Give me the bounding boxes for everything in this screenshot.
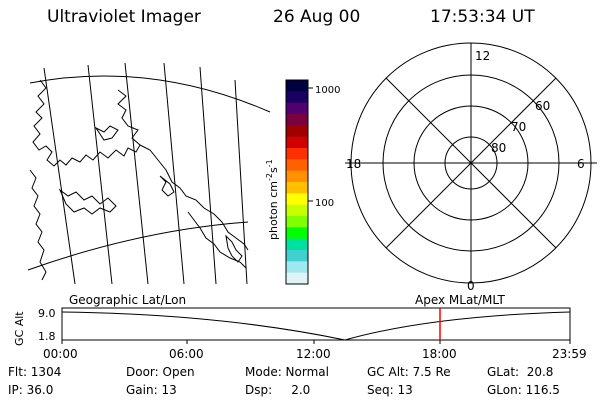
coastline bbox=[32, 79, 141, 167]
coastline bbox=[94, 125, 119, 141]
latitude-line bbox=[27, 221, 249, 271]
polar-axis-diagonal bbox=[385, 77, 557, 249]
lat-label-60: 60 bbox=[535, 99, 550, 113]
color-bar: 1000 100 photon cm-2s-1 bbox=[265, 79, 340, 285]
gain-value: Gain: 13 bbox=[126, 383, 177, 397]
gc-altitude: GC Alt: 7.5 Re bbox=[367, 365, 451, 379]
color-bar-strip bbox=[286, 261, 308, 274]
lat-label-70: 70 bbox=[511, 120, 526, 134]
longitude-line bbox=[43, 67, 76, 285]
altitude-timeline: Geographic Lat/Lon Apex MLat/MLT 9.0 1.8… bbox=[13, 293, 571, 346]
color-bar-strip bbox=[286, 125, 308, 138]
observation-time: 17:53:34 UT bbox=[430, 7, 535, 27]
color-bar-strip bbox=[286, 250, 308, 262]
timeline-xtick-label: 18:00 bbox=[422, 347, 457, 361]
coastline bbox=[139, 144, 249, 251]
integration-period: IP: 36.0 bbox=[8, 383, 54, 397]
timeline-xtick-label: 23:59 bbox=[552, 347, 587, 361]
timeline-frame bbox=[61, 307, 571, 341]
color-bar-strip bbox=[286, 91, 308, 104]
color-bar-tick-label: 100 bbox=[315, 198, 334, 209]
geographic-map bbox=[27, 62, 271, 285]
longitude-line bbox=[163, 62, 185, 285]
geographic-longitude: GLon: 116.5 bbox=[487, 383, 560, 397]
timeline-left-label: Geographic Lat/Lon bbox=[69, 293, 186, 307]
coastline bbox=[159, 175, 175, 197]
instrument-title: Ultraviolet Imager bbox=[47, 7, 201, 27]
color-bar-strip bbox=[286, 182, 308, 194]
color-bar-strip bbox=[286, 272, 308, 285]
color-bar-strip bbox=[286, 102, 308, 115]
mode-value: Mode: Normal bbox=[245, 365, 329, 379]
altitude-curve bbox=[61, 311, 571, 341]
sequence-value: Seq: 13 bbox=[367, 383, 413, 397]
longitude-line bbox=[234, 79, 248, 285]
geographic-latitude: GLat: 20.8 bbox=[487, 365, 554, 379]
coastline bbox=[29, 169, 47, 281]
timeline-xtick-label: 12:00 bbox=[296, 347, 331, 361]
longitude-line bbox=[199, 66, 217, 285]
color-bar-tick-label: 1000 bbox=[315, 85, 340, 96]
timeline-xtick-label: 06:00 bbox=[169, 347, 204, 361]
mlt-label-0: 0 bbox=[467, 279, 475, 293]
mlt-label-18: 18 bbox=[346, 157, 361, 171]
polar-plot bbox=[345, 42, 597, 284]
coastline bbox=[225, 234, 243, 263]
display-value: Dsp: 2.0 bbox=[245, 383, 311, 397]
mlt-label-6: 6 bbox=[577, 157, 585, 171]
lat-label-80: 80 bbox=[491, 141, 506, 155]
color-bar-strip bbox=[286, 170, 308, 183]
timeline-ytick-bottom: 1.8 bbox=[38, 330, 56, 343]
timeline-ytick-top: 9.0 bbox=[38, 307, 56, 320]
flight-number: Flt: 1304 bbox=[8, 365, 62, 379]
latitude-line bbox=[29, 75, 271, 113]
timeline-xtick-label: 00:00 bbox=[43, 347, 78, 361]
color-bar-strip bbox=[286, 204, 308, 217]
color-bar-strip bbox=[286, 114, 308, 126]
color-bar-strip bbox=[286, 227, 308, 240]
color-bar-strip bbox=[286, 136, 308, 149]
color-bar-strips bbox=[286, 80, 308, 285]
observation-date: 26 Aug 00 bbox=[273, 7, 361, 27]
coastline bbox=[187, 211, 247, 269]
color-bar-label: photon cm-2s-1 bbox=[265, 159, 280, 240]
coastline bbox=[58, 188, 117, 215]
color-bar-strip bbox=[286, 238, 308, 251]
mlt-label-12: 12 bbox=[475, 49, 490, 63]
timeline-ylabel: GC Alt bbox=[13, 311, 26, 346]
color-bar-strip bbox=[286, 193, 308, 206]
color-bar-frame bbox=[285, 79, 309, 285]
timeline-right-label: Apex MLat/MLT bbox=[415, 293, 505, 307]
longitude-line bbox=[124, 62, 149, 285]
door-status: Door: Open bbox=[126, 365, 195, 379]
longitude-line bbox=[87, 64, 113, 285]
color-bar-strip bbox=[286, 216, 308, 228]
color-bar-strip bbox=[286, 159, 308, 172]
color-bar-strip bbox=[286, 148, 308, 160]
color-bar-strip bbox=[286, 80, 308, 92]
